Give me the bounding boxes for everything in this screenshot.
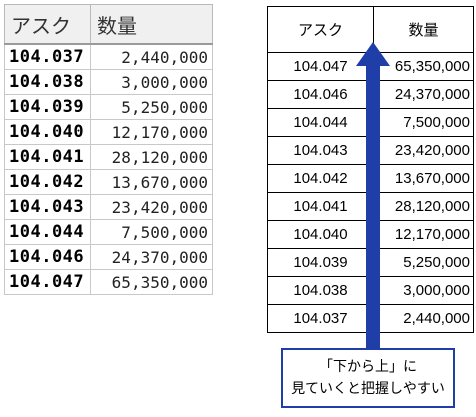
table-row: 104.038 3,000,000: [4, 69, 213, 95]
left-ask-table: アスク 数量 104.037 2,440,000 104.038 3,000,000 1…: [4, 4, 213, 295]
table-row: 104.044 7,500,000: [267, 108, 474, 137]
quantity-cell: 2,440,000: [373, 304, 474, 333]
table-row: 104.041 28,120,000: [267, 192, 474, 221]
table-row: 104.043 23,420,000: [267, 136, 474, 165]
ask-price-cell: 104.044: [267, 108, 374, 137]
quantity-cell: 65,350,000: [90, 269, 213, 295]
left-ask-table-panel: アスク 数量 104.037 2,440,000 104.038 3,000,000 1…: [4, 4, 213, 295]
callout-box: 「下から上」に 見ていくと把握しやすい: [281, 348, 455, 408]
left-header-ask: アスク: [4, 4, 91, 45]
quantity-cell: 24,370,000: [90, 244, 213, 270]
right-ask-table-panel: アスク 数量 104.047 65,350,000 104.046 24,370,00…: [267, 6, 474, 333]
up-arrow-icon: [356, 42, 390, 368]
table-row: 104.043 23,420,000: [4, 194, 213, 220]
ask-price-cell: 104.046: [4, 244, 91, 270]
ask-price-cell: 104.037: [267, 304, 374, 333]
left-table-header-row: アスク 数量: [4, 4, 213, 45]
ask-price-cell: 104.037: [4, 43, 91, 70]
quantity-cell: 23,420,000: [373, 136, 474, 165]
quantity-cell: 7,500,000: [373, 108, 474, 137]
table-row: 104.042 13,670,000: [267, 164, 474, 193]
ask-price-cell: 104.038: [4, 69, 91, 95]
table-row: 104.040 12,170,000: [267, 220, 474, 249]
table-row: 104.047 65,350,000: [4, 269, 213, 295]
ask-price-cell: 104.047: [4, 269, 91, 295]
right-ask-table: アスク 数量 104.047 65,350,000 104.046 24,370,00…: [267, 6, 474, 333]
table-row: 104.039 5,250,000: [4, 94, 213, 120]
right-header-quantity: 数量: [373, 6, 474, 53]
ask-price-cell: 104.042: [267, 164, 374, 193]
callout-line-2: 見ていくと把握しやすい: [291, 381, 445, 397]
quantity-cell: 12,170,000: [90, 119, 213, 145]
right-header-ask: アスク: [267, 6, 374, 53]
quantity-cell: 13,670,000: [373, 164, 474, 193]
ask-price-cell: 104.041: [4, 144, 91, 170]
table-row: 104.041 28,120,000: [4, 144, 213, 170]
ask-price-cell: 104.042: [4, 169, 91, 195]
quantity-cell: 23,420,000: [90, 194, 213, 220]
quantity-cell: 3,000,000: [90, 69, 213, 95]
quantity-cell: 28,120,000: [373, 192, 474, 221]
ask-price-cell: 104.043: [4, 194, 91, 220]
table-row: 104.040 12,170,000: [4, 119, 213, 145]
quantity-cell: 13,670,000: [90, 169, 213, 195]
quantity-cell: 24,370,000: [373, 80, 474, 109]
ask-price-cell: 104.041: [267, 192, 374, 221]
quantity-cell: 3,000,000: [373, 276, 474, 305]
quantity-cell: 12,170,000: [373, 220, 474, 249]
ask-price-cell: 104.043: [267, 136, 374, 165]
table-row: 104.042 13,670,000: [4, 169, 213, 195]
table-row: 104.046 24,370,000: [4, 244, 213, 270]
quantity-cell: 2,440,000: [90, 43, 213, 70]
table-row: 104.037 2,440,000: [4, 43, 213, 70]
right-table-header-row: アスク 数量: [267, 6, 474, 53]
ask-price-cell: 104.040: [4, 119, 91, 145]
ask-price-cell: 104.040: [267, 220, 374, 249]
table-row: 104.038 3,000,000: [267, 276, 474, 305]
quantity-cell: 28,120,000: [90, 144, 213, 170]
table-row: 104.037 2,440,000: [267, 304, 474, 333]
quantity-cell: 65,350,000: [373, 52, 474, 81]
table-row: 104.044 7,500,000: [4, 219, 213, 245]
ask-price-cell: 104.039: [4, 94, 91, 120]
ask-price-cell: 104.044: [4, 219, 91, 245]
left-header-quantity: 数量: [90, 4, 213, 45]
ask-price-cell: 104.039: [267, 248, 374, 277]
quantity-cell: 5,250,000: [90, 94, 213, 120]
callout-line-1: 「下から上」に: [319, 359, 417, 375]
quantity-cell: 7,500,000: [90, 219, 213, 245]
